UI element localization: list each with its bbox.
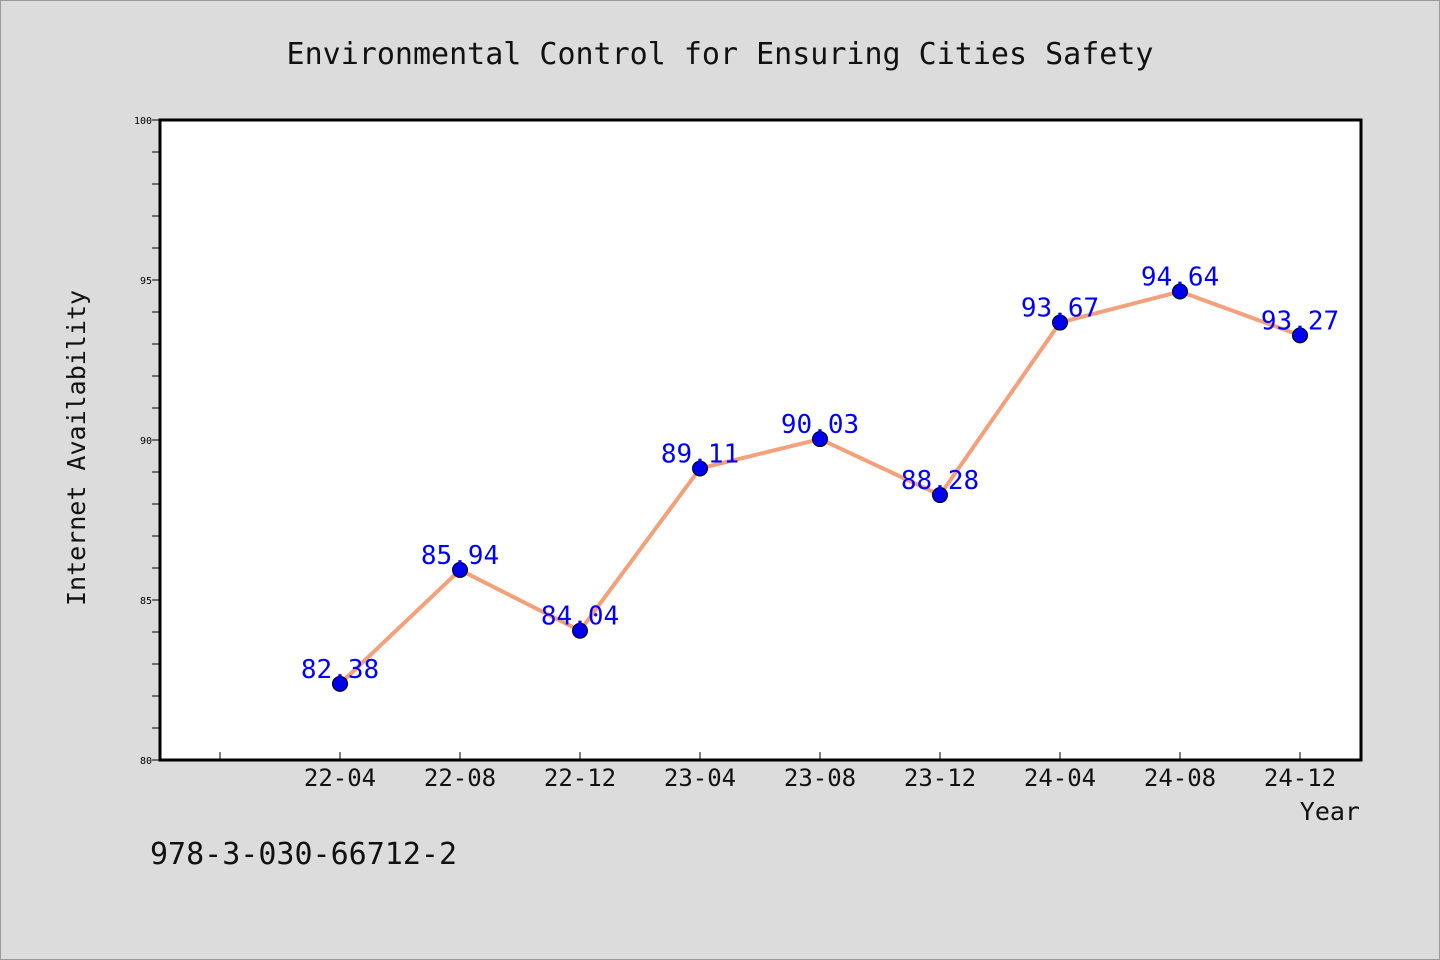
data-point	[1052, 314, 1068, 331]
x-tick-label: 24-08	[1144, 764, 1216, 792]
chart-title: Environmental Control for Ensuring Citie…	[287, 37, 1154, 72]
x-tick-label: 23-08	[784, 764, 856, 792]
data-label: 93.27	[1261, 306, 1339, 336]
y-tick-label: 95	[140, 276, 152, 287]
x-tick-label: 22-12	[544, 764, 616, 792]
y-axis-label: Internet Availability	[62, 290, 91, 606]
data-point	[692, 460, 708, 477]
data-label: 85.94	[421, 541, 499, 571]
data-label: 82.38	[301, 655, 379, 685]
x-tick-label: 23-04	[664, 764, 736, 792]
series-line-group: 82.38 85.94 84.04 89.11 90.03 88.28 93.67 94.64…	[301, 263, 1339, 692]
data-label: 88.28	[901, 466, 979, 496]
data-point	[1292, 327, 1308, 344]
data-point	[932, 487, 948, 504]
y-tick-label: 80	[140, 756, 152, 767]
x-tick-label: 24-12	[1264, 764, 1336, 792]
x-axis-ticks: 22-04 22-08 22-12 23-04 23-08 23-12 24-04 24-08…	[219, 752, 1336, 792]
data-label: 94.64	[1141, 263, 1219, 293]
y-tick-label: 90	[140, 436, 152, 447]
data-point	[812, 431, 828, 448]
x-axis-label: Year	[1300, 797, 1360, 826]
data-label: 84.04	[541, 602, 619, 632]
data-label: 89.11	[661, 439, 739, 469]
x-tick-label: 22-04	[304, 764, 376, 792]
x-tick-label: 23-12	[904, 764, 976, 792]
plot-area	[158, 118, 1363, 762]
data-label: 90.03	[781, 410, 859, 440]
data-point	[332, 675, 348, 692]
y-tick-label: 85	[140, 596, 152, 607]
data-point	[1172, 283, 1188, 300]
y-axis-ticks: 80 85 90 95 100	[134, 116, 160, 767]
data-point	[452, 561, 468, 578]
y-tick-label: 100	[134, 116, 152, 127]
x-tick-label: 24-04	[1024, 764, 1096, 792]
footer-identifier: 978-3-030-66712-2	[150, 837, 457, 872]
data-label: 93.67	[1021, 294, 1099, 324]
x-tick-label: 22-08	[424, 764, 496, 792]
data-point	[572, 622, 588, 639]
